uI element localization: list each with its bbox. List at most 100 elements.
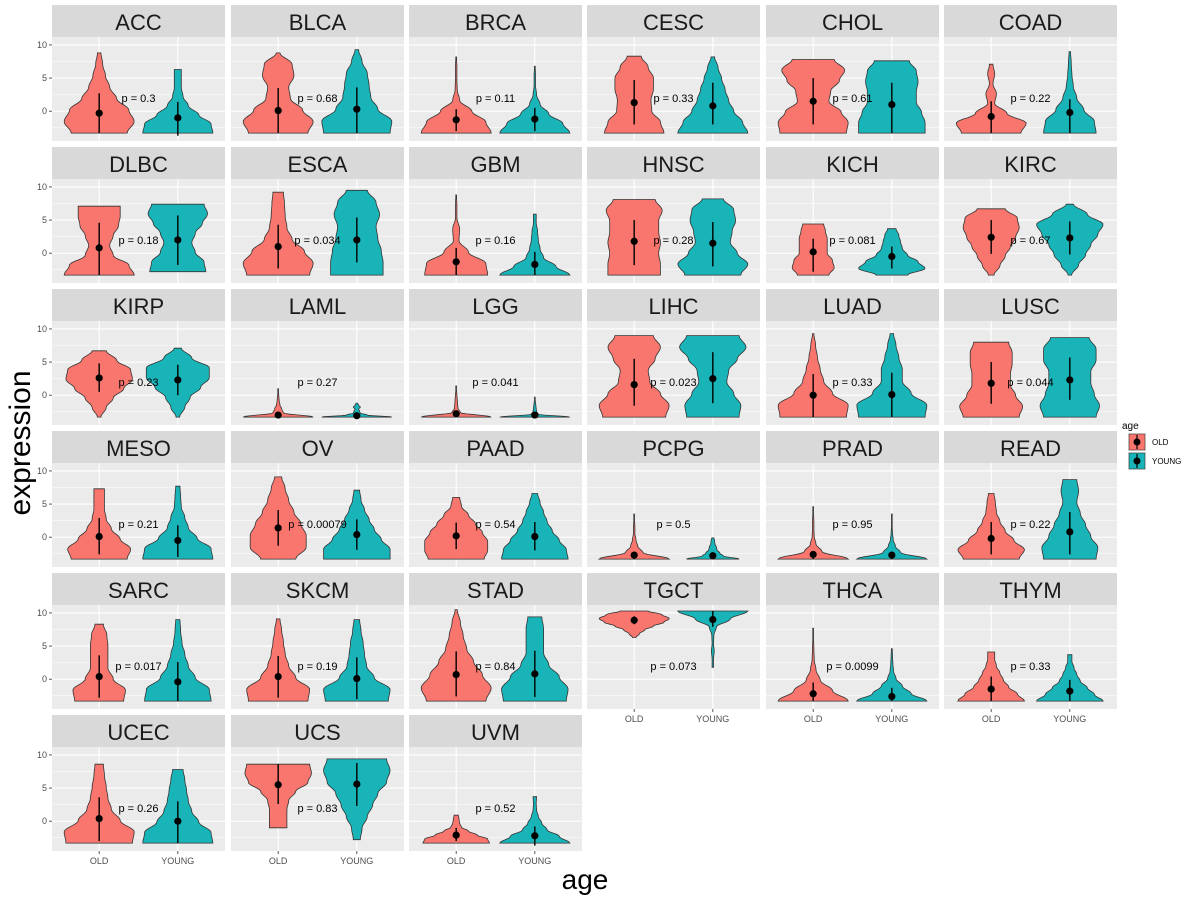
facet-strip — [52, 5, 225, 37]
violin-young — [855, 513, 929, 560]
facet-ucec: UCEC p = 0.26 0 5 10 OLD YOUNG — [37, 715, 225, 866]
facet-title: COAD — [999, 10, 1063, 35]
facet-strip — [587, 289, 760, 321]
facet-ov: OV p = 0.00079 — [231, 431, 404, 567]
violin-old — [63, 52, 135, 134]
facet-strip — [409, 289, 582, 321]
p-value-label: p = 0.61 — [832, 93, 872, 105]
y-tick-label: 5 — [42, 499, 47, 509]
mean-point-young — [353, 412, 361, 420]
mean-point-young — [353, 530, 361, 539]
mean-point-old — [809, 550, 817, 559]
legend-items: OLD YOUNG — [1128, 433, 1181, 470]
p-value-label: p = 0.54 — [475, 519, 515, 531]
p-value-label: p = 0.33 — [653, 93, 693, 105]
mean-point-young — [1066, 528, 1074, 536]
facet-strip — [944, 573, 1117, 605]
mean-point-old — [630, 380, 638, 389]
facet-strip — [766, 573, 939, 605]
p-value-label: p = 0.22 — [1010, 519, 1050, 531]
facet-strip — [766, 147, 939, 179]
facet-title: CESC — [643, 10, 704, 35]
x-axis-title: age — [562, 864, 609, 895]
facet-title: BRCA — [465, 10, 526, 35]
facet-title: HNSC — [642, 152, 704, 177]
mean-point-young — [888, 551, 896, 559]
violin-young — [1035, 654, 1104, 702]
y-tick-label: 5 — [42, 73, 47, 83]
p-value-label: p = 0.68 — [297, 93, 337, 105]
violin-old — [243, 388, 314, 418]
mean-point-old — [274, 781, 282, 789]
facet-title: DLBC — [109, 152, 168, 177]
mean-point-old — [452, 670, 460, 679]
mean-point-old — [987, 534, 995, 543]
mean-point-old — [274, 672, 282, 681]
p-value-label: p = 0.073 — [650, 661, 696, 673]
facet-title: PCPG — [642, 436, 704, 461]
facet-strip — [944, 147, 1117, 179]
facet-dlbc: DLBC p = 0.18 0 5 10 — [37, 147, 225, 283]
p-value-label: p = 0.017 — [115, 661, 161, 673]
mean-point-young — [709, 615, 717, 624]
facet-kirp: KIRP p = 0.23 0 5 10 — [37, 289, 225, 425]
mean-point-young — [174, 817, 182, 825]
facet-strip — [231, 5, 404, 37]
violin-old — [420, 56, 492, 134]
facet-title: UCEC — [107, 720, 169, 745]
mean-point-old — [809, 248, 817, 256]
mean-point-young — [709, 102, 717, 110]
mean-point-old — [987, 233, 995, 241]
facet-title: KIRP — [113, 294, 164, 319]
mean-point-old — [452, 410, 460, 418]
p-value-label: p = 0.27 — [297, 377, 337, 389]
mean-point-young — [531, 670, 539, 678]
violin-young — [144, 619, 212, 702]
facet-esca: ESCA p = 0.034 — [231, 147, 404, 283]
y-tick-label: 10 — [37, 750, 47, 760]
facet-thym: THYM p = 0.33 OLD YOUNG — [944, 573, 1117, 724]
facet-strip — [409, 573, 582, 605]
mean-point-old — [95, 109, 103, 117]
facet-strip — [52, 715, 225, 747]
mean-point-old — [809, 97, 817, 105]
facet-title: BLCA — [289, 10, 347, 35]
facet-strip — [52, 573, 225, 605]
facet-cesc: CESC p = 0.33 — [587, 5, 760, 141]
facet-title: OV — [302, 436, 334, 461]
legend-point-glyph — [1133, 457, 1141, 465]
mean-point-old — [452, 116, 460, 124]
violin-young — [676, 610, 749, 668]
y-tick-label: 5 — [42, 357, 47, 367]
x-tick-label: YOUNG — [518, 856, 551, 866]
facet-strip — [231, 147, 404, 179]
facet-strip — [766, 289, 939, 321]
facet-pcpg: PCPG p = 0.5 — [587, 431, 760, 567]
mean-point-old — [809, 690, 817, 698]
violin-young — [499, 396, 570, 418]
mean-point-young — [888, 390, 896, 399]
mean-point-young — [174, 678, 182, 686]
mean-point-old — [274, 242, 282, 251]
mean-point-young — [1066, 234, 1074, 242]
violin-young — [142, 69, 214, 134]
p-value-label: p = 0.3 — [122, 93, 156, 105]
p-value-label: p = 0.67 — [1010, 235, 1050, 247]
y-tick-label: 5 — [42, 783, 47, 793]
facet-strip — [231, 431, 404, 463]
facet-title: STAD — [467, 578, 524, 603]
facet-title: MESO — [106, 436, 171, 461]
y-tick-label: 10 — [37, 608, 47, 618]
violin-old — [421, 385, 492, 418]
violin-old — [597, 513, 671, 560]
mean-point-young — [353, 674, 361, 683]
x-tick-label: OLD — [269, 856, 288, 866]
facet-blca: BLCA p = 0.68 — [231, 5, 404, 141]
violin-old — [955, 63, 1027, 134]
facet-strip — [409, 147, 582, 179]
facet-lusc: LUSC p = 0.044 — [944, 289, 1117, 425]
facet-acc: ACC p = 0.3 0 5 10 — [37, 5, 225, 141]
p-value-label: p = 0.041 — [472, 377, 518, 389]
mean-point-old — [630, 98, 638, 107]
facet-title: PRAD — [822, 436, 883, 461]
